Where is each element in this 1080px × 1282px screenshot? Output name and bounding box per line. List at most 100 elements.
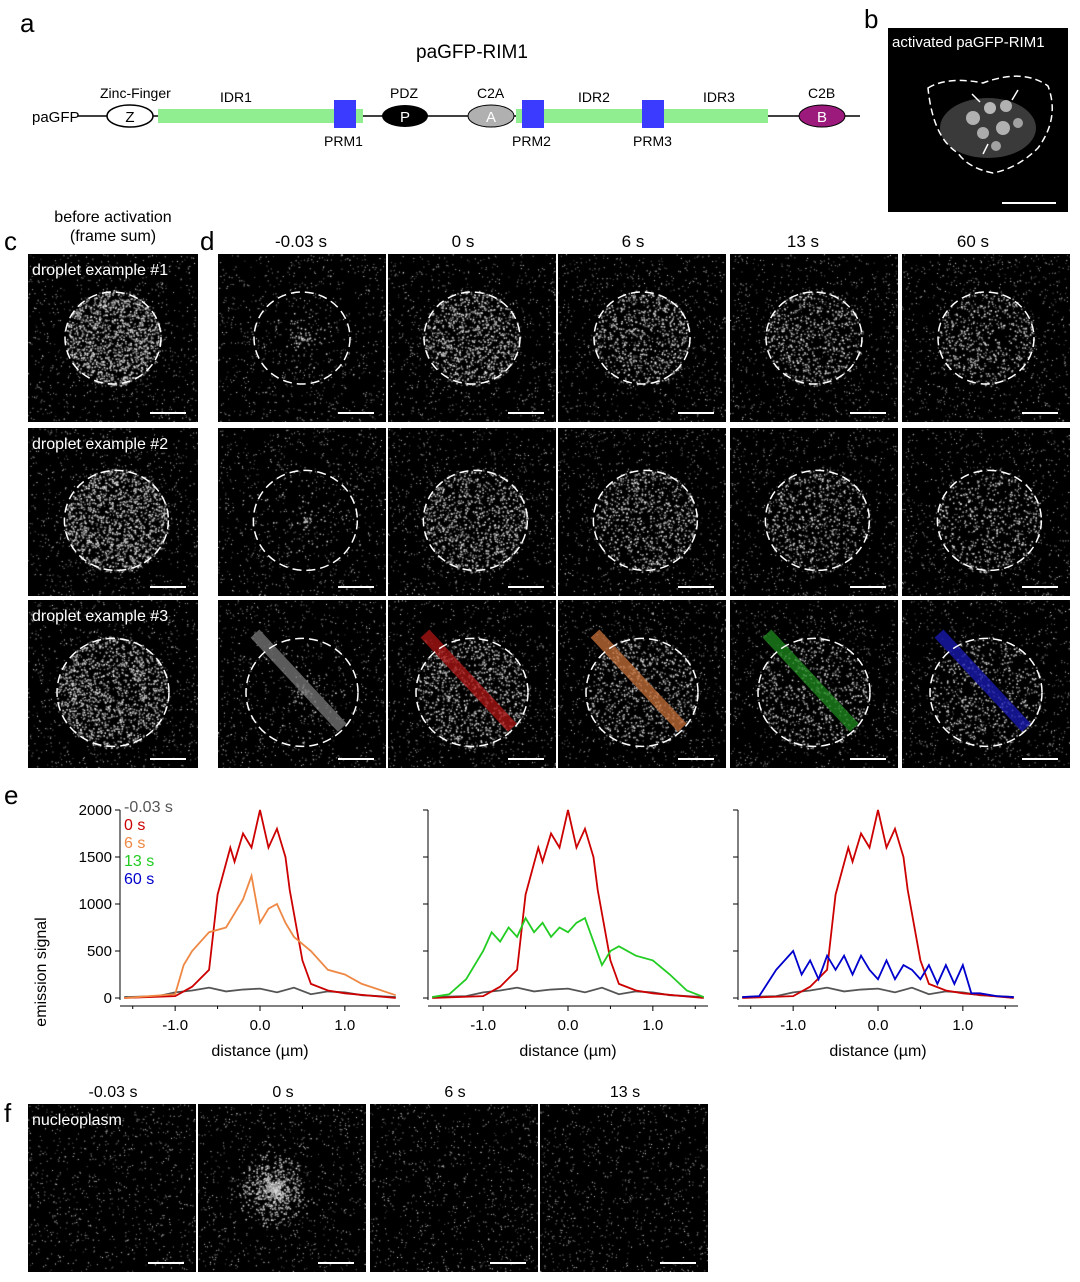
scale-bar (150, 586, 186, 588)
line-profile-path (762, 629, 859, 732)
droplet (1000, 100, 1012, 112)
scale-bar (508, 412, 544, 414)
activated-cell-image: activated paGFP-RIM1 (888, 28, 1068, 212)
series-line-0s (742, 809, 1014, 999)
x-tick-label: 0.0 (558, 1017, 579, 1034)
timepoint-header: 6 s (621, 232, 645, 251)
x-axis-label: distance (µm) (519, 1043, 616, 1060)
line-profile-path (934, 629, 1031, 732)
prm3-label: PRM3 (633, 133, 672, 149)
overlay (56, 637, 170, 748)
overlay (252, 469, 359, 572)
droplet-example-label: droplet example #3 (32, 608, 169, 625)
scale-bar (508, 586, 544, 588)
arrow-marker (1011, 89, 1019, 101)
scale-bar (338, 412, 374, 414)
scale-bar (678, 758, 714, 760)
x-tick-label: -1.0 (162, 1017, 188, 1034)
overlay (423, 291, 521, 385)
panel-a-letter: a (20, 8, 35, 38)
panel-d-letter: d (200, 226, 215, 256)
overlay (415, 629, 529, 748)
droplet-outline (929, 637, 1043, 748)
overlay (765, 291, 863, 385)
before-activation-image: droplet example #2 (28, 428, 198, 596)
chart-legend: -0.03 s0 s6 s13 s60 s (124, 799, 173, 888)
pagfp-label: paGFP (32, 109, 80, 126)
droplet-outline (245, 637, 359, 748)
zinc-finger-letter: Z (125, 109, 134, 126)
droplet (984, 102, 996, 114)
pdz-letter: P (400, 109, 410, 126)
x-axis-label: distance (µm) (829, 1043, 926, 1060)
overlay (64, 291, 162, 385)
series-line-6s (124, 872, 397, 999)
line-profile-path (420, 629, 517, 732)
y-axis-label: emission signal (33, 917, 50, 1026)
series-line-0s (124, 809, 396, 999)
scale-bar (850, 586, 886, 588)
timepoint-image (902, 428, 1070, 596)
f-timepoint-header: 0 s (272, 1084, 294, 1101)
noise-texture (902, 428, 1070, 596)
f-timepoint-header: -0.03 s (88, 1084, 138, 1101)
series-line-60s (742, 949, 1014, 998)
timepoint-header: 13 s (786, 232, 820, 251)
droplet-example-label: droplet example #1 (32, 262, 169, 279)
c2b-letter: B (817, 109, 827, 126)
zinc-finger-domain (106, 104, 154, 128)
legend-entry: 60 s (124, 871, 154, 888)
line-profile-charts: emission signal -0.03 s0 s6 s13 s60 s 20… (33, 799, 1018, 1060)
timepoint-image (218, 600, 386, 768)
profile-chart: -1.0 0.0 1.0 distance (µm) (423, 809, 708, 1060)
noise-texture (28, 1104, 196, 1272)
scale-bar (850, 412, 886, 414)
timepoint-image (388, 428, 556, 596)
droplet-outline (63, 469, 170, 572)
scale-bar (1002, 202, 1056, 204)
prm1-motif (334, 100, 356, 128)
x-tick-label: 0.0 (868, 1017, 889, 1034)
cell-overlay (927, 75, 1053, 174)
droplet-outline (56, 637, 170, 748)
f-timepoint-header: 13 s (609, 1084, 641, 1101)
panel-b-letter: b (864, 4, 879, 34)
c2b-domain (798, 104, 846, 128)
timepoint-image (902, 254, 1070, 422)
noise-texture (902, 254, 1070, 422)
scale-bar (660, 1262, 696, 1264)
c2a-domain (467, 104, 515, 128)
overlay (929, 629, 1043, 748)
header-line-1: before activation (54, 209, 172, 226)
scale-bar (678, 586, 714, 588)
timepoint-image (388, 600, 556, 768)
c2a-letter: A (486, 109, 496, 126)
noise-texture (28, 254, 198, 422)
c2b-label: C2B (808, 85, 835, 101)
overlay (245, 629, 359, 748)
pdz-domain (382, 105, 428, 127)
droplet-outline (937, 291, 1035, 385)
droplet-outline (423, 291, 521, 385)
y-tick-label: 2000 (79, 802, 112, 819)
before-activation-image: droplet example #3 (28, 600, 198, 768)
timepoint-image (902, 600, 1070, 768)
scale-bar (678, 412, 714, 414)
nucleoplasm-image (540, 1104, 708, 1272)
droplet (1013, 118, 1023, 128)
noise-texture (28, 600, 198, 768)
overlay (63, 469, 170, 572)
series-line-0s (432, 809, 704, 999)
panel-c-letter: c (4, 226, 17, 256)
overlay (936, 469, 1043, 572)
prm2-label: PRM2 (512, 133, 551, 149)
droplet (991, 141, 1001, 151)
droplet-outline (252, 469, 359, 572)
legend-entry: -0.03 s (124, 799, 173, 816)
profile-chart: -1.0 0.0 1.0 distance (µm) (733, 809, 1018, 1060)
timepoint-image (388, 254, 556, 422)
timepoint-image (558, 254, 726, 422)
arrow-marker (982, 143, 989, 155)
overlay (593, 291, 691, 385)
header-line-2: (frame sum) (69, 228, 157, 245)
